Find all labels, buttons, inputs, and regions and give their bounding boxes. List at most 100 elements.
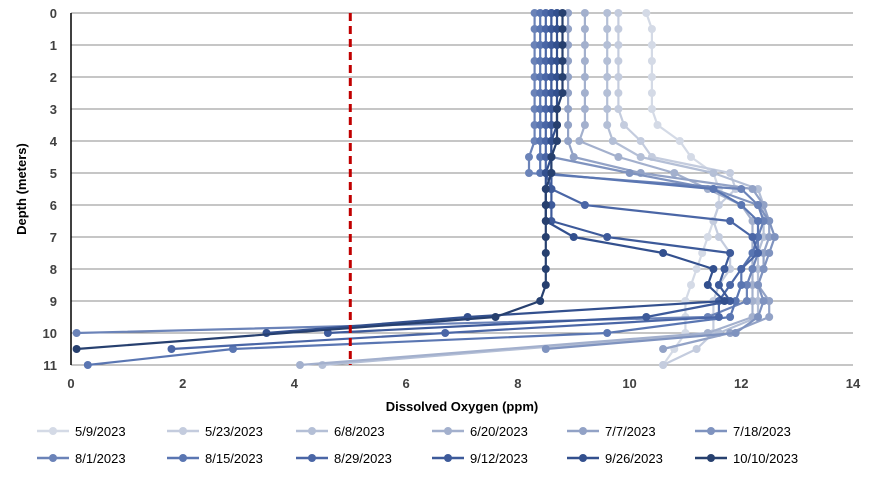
- series-3-point-2: [603, 41, 612, 49]
- series-12-point-2: [558, 41, 567, 49]
- series-10-point-18: [726, 297, 735, 305]
- series-11-point-0: [553, 9, 561, 17]
- y-tick-label-5: 5: [50, 166, 57, 181]
- series-10-point-4: [547, 73, 556, 81]
- series-9-point-0: [541, 9, 550, 17]
- series-9-point-14: [748, 233, 757, 241]
- series-8-point-17: [737, 281, 746, 289]
- series-7-point-7: [530, 121, 539, 129]
- series-10-point-2: [547, 41, 556, 49]
- series-4-point-0: [580, 9, 589, 17]
- series-6-point-14: [770, 233, 779, 241]
- series-12-point-13: [541, 217, 550, 225]
- series-1-point-1: [647, 25, 656, 33]
- series-4-point-2: [580, 41, 589, 49]
- legend-item-7: 8/1/2023: [37, 451, 126, 466]
- series-1-point-0: [642, 9, 651, 17]
- series-9-point-20: [441, 329, 450, 337]
- series-10-point-11: [547, 185, 556, 193]
- series-10-point-15: [726, 249, 735, 257]
- legend-swatch-marker: [49, 454, 57, 462]
- series-12-point-8: [553, 137, 561, 145]
- series-5-point-0: [564, 9, 573, 17]
- legend-item-8: 8/15/2023: [167, 451, 263, 466]
- series-1: [642, 9, 723, 369]
- series-1-point-17: [687, 281, 695, 289]
- series-12-point-9: [547, 153, 556, 161]
- series-10-point-17: [714, 281, 723, 289]
- series-4-point-7: [580, 121, 589, 129]
- legend-swatch-marker: [179, 454, 187, 462]
- legend-item-2: 5/23/2023: [167, 424, 263, 439]
- series-12-point-5: [558, 89, 567, 97]
- series-4-point-10: [670, 169, 679, 177]
- series-12-point-14: [541, 233, 550, 241]
- series-12-point-4: [558, 73, 567, 81]
- series-3-point-3: [603, 57, 612, 65]
- series-8-point-14: [754, 233, 762, 241]
- series-1-point-4: [647, 73, 656, 81]
- legend-item-4: 6/20/2023: [432, 424, 528, 439]
- y-tick-label-4: 4: [50, 134, 58, 149]
- series-2-point-10: [726, 169, 735, 177]
- series-12-point-12: [541, 201, 550, 209]
- series-11-point-3: [553, 57, 561, 65]
- series-4-point-1: [580, 25, 589, 33]
- legend-label: 8/1/2023: [75, 451, 126, 466]
- series-6-point-18: [759, 297, 768, 305]
- series-5-point-18: [765, 297, 774, 305]
- y-tick-label-1: 1: [50, 38, 57, 53]
- series-1-point-5: [647, 89, 656, 97]
- legend-label: 7/7/2023: [605, 424, 656, 439]
- series-5-point-6: [564, 105, 573, 113]
- series-7-point-2: [530, 41, 539, 49]
- series-12-point-15: [541, 249, 550, 257]
- series-4-point-6: [580, 105, 589, 113]
- series-5-point-7: [564, 121, 573, 129]
- series-10-point-0: [547, 9, 556, 17]
- legend-label: 10/10/2023: [733, 451, 798, 466]
- series-7-point-17: [742, 281, 751, 289]
- series-2-point-1: [614, 25, 623, 33]
- x-tick-label-3: 6: [403, 376, 410, 391]
- series-8-point-19: [726, 313, 735, 321]
- series-3-point-6: [603, 105, 612, 113]
- series-6-point-17: [754, 281, 762, 289]
- series-12-point-20: [72, 345, 81, 353]
- series-2-point-0: [614, 9, 623, 17]
- legend-label: 9/26/2023: [605, 451, 663, 466]
- series-7-point-11: [737, 185, 746, 193]
- legend-swatch-marker: [444, 427, 452, 435]
- series-7-point-13: [759, 217, 768, 225]
- y-tick-label-3: 3: [50, 102, 57, 117]
- legend-label: 8/15/2023: [205, 451, 263, 466]
- series-9-point-21: [167, 345, 176, 353]
- legend-item-12: 10/10/2023: [695, 451, 798, 466]
- series-1-point-9: [687, 153, 695, 161]
- x-tick-label-5: 10: [622, 376, 636, 391]
- x-tick-label-2: 4: [291, 376, 299, 391]
- x-tick-label-1: 2: [179, 376, 186, 391]
- legend-swatch-marker: [579, 427, 587, 435]
- series-8-point-0: [536, 9, 545, 17]
- series-9-point-7: [541, 121, 550, 129]
- series-line-3: [322, 13, 765, 367]
- series-8-point-20: [603, 329, 612, 337]
- series-5-point-5: [564, 89, 573, 97]
- series-6-point-10: [625, 169, 634, 177]
- series-3-point-14: [759, 233, 768, 241]
- legend-label: 5/9/2023: [75, 424, 126, 439]
- y-tick-label-0: 0: [50, 6, 57, 21]
- legend-item-9: 8/29/2023: [296, 451, 392, 466]
- series-9-point-6: [541, 105, 550, 113]
- series-12-point-1: [558, 25, 567, 33]
- series-5-point-4: [564, 73, 573, 81]
- series-5-point-1: [564, 25, 573, 33]
- legend-swatch-marker: [179, 427, 187, 435]
- legend-swatch-marker: [444, 454, 452, 462]
- y-tick-label-8: 8: [50, 262, 57, 277]
- series-3-point-7: [603, 121, 612, 129]
- series-10-point-19: [642, 313, 651, 321]
- series-8-point-21: [229, 345, 237, 353]
